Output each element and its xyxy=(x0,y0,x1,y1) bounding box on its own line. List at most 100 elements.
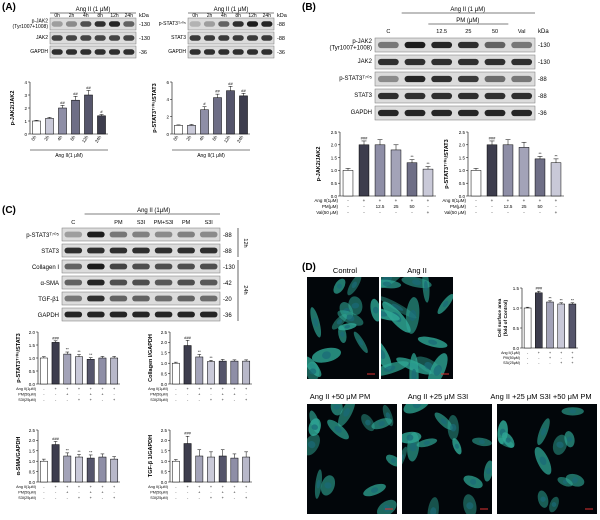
chart-C1-table-cell: - xyxy=(67,398,69,402)
blot-a1-lane: 0h xyxy=(54,13,60,19)
chart-A2-xlabel: Ang II(1 μM) xyxy=(197,153,225,159)
chart-C1-table-cell: + xyxy=(90,398,93,402)
cell-nucleus xyxy=(340,331,345,337)
chart-C2-table-cell: - xyxy=(175,387,177,391)
chart-C3-table-label: S3I(25μM) xyxy=(18,496,37,500)
blot-a2-row-label: STAT3 xyxy=(171,35,186,41)
chart-C3-table-cell: - xyxy=(43,491,45,495)
chart-B1-ytick-label: 0.0 xyxy=(331,194,338,199)
blot-a1-row-band xyxy=(51,35,63,41)
chart-D1-ylabel: Cell surface area(fold of Control) xyxy=(497,298,509,337)
mic2-cells xyxy=(307,404,397,514)
blot-b-kda-value: -36 xyxy=(538,111,547,117)
blot-c-row-label: p-STAT3ᵀ⁷⁰⁵ xyxy=(26,232,59,239)
chart-C3-bar xyxy=(51,444,60,483)
chart-D1-sig: ** xyxy=(560,297,564,302)
blot-a2-kda-value: -36 xyxy=(277,50,285,56)
chart-C2-table-cell: - xyxy=(199,398,201,402)
chart-C1-table-cell: + xyxy=(113,387,116,391)
chart-B1-sig: ** xyxy=(410,154,414,159)
chart-B2-ytick-label: 1.0 xyxy=(459,168,466,173)
blot-a1-row-band xyxy=(51,21,63,27)
blot-b-kda: kDa xyxy=(538,29,549,35)
blot-c-row-band xyxy=(64,231,83,238)
chart-C1-table-cell: + xyxy=(78,387,81,391)
blot-c-row-band xyxy=(64,311,83,318)
chart-D1-table-cell: - xyxy=(538,356,540,360)
chart-C1-table-label: PM(50μM) xyxy=(18,393,37,397)
chart-A1-xtick-label: 8h xyxy=(69,134,76,141)
chart-B1-table-label: Ang II(1μM) xyxy=(314,198,338,203)
chart-C2-table-cell: + xyxy=(233,387,236,391)
blot-b-row xyxy=(374,37,536,53)
blot-c-row-band xyxy=(109,295,128,302)
chart-C1-table-cell: + xyxy=(90,387,93,391)
chart-C4-bar xyxy=(195,455,204,483)
cell-nucleus xyxy=(381,349,386,359)
blot-a2-row-band xyxy=(246,35,259,41)
chart-A2-xtick-label: 4h xyxy=(198,134,205,141)
blot-a2-row-band xyxy=(218,21,230,27)
blot-c-lane: PM xyxy=(114,220,123,226)
blot-a2-row xyxy=(187,31,275,45)
cell-nucleus xyxy=(382,281,392,287)
chart-B2-table-cell: + xyxy=(523,198,526,203)
chart-C2-ytick-label: 1.5 xyxy=(161,351,168,356)
chart-B2-table-label: Val(50 μM) xyxy=(444,210,466,215)
chart-A1-bar xyxy=(84,94,93,135)
chart-C4-table-cell: + xyxy=(233,491,236,495)
blot-b-row-label: p-STAT3ᵀ⁷⁰⁵ xyxy=(339,75,372,82)
blot-b-row-band xyxy=(431,41,453,49)
blot-a2-lane: 4h xyxy=(221,13,227,19)
cell-nucleus xyxy=(440,418,447,425)
blot-b-row-band xyxy=(484,92,506,100)
cell-nucleus xyxy=(551,502,557,507)
cell-nucleus xyxy=(391,303,404,311)
blot-c-row-band xyxy=(64,279,83,286)
chart-C2-ytick-label: 2.5 xyxy=(161,330,168,335)
chart-B1-table-cell: + xyxy=(427,198,430,203)
chart-B2-table-cell: 50 xyxy=(537,204,543,209)
chart-C3-table-label: Ang II(1μM) xyxy=(16,485,37,489)
blot-a1-row-band xyxy=(108,35,121,41)
chart-D1-sig: ** xyxy=(548,295,552,300)
cell-nucleus xyxy=(402,454,405,461)
chart-C3-ytick-label: 1.0 xyxy=(29,459,36,464)
chart-C4-ytick-label: 2.0 xyxy=(161,438,168,443)
chart-C2-table-cell: - xyxy=(234,398,236,402)
chart-D1-table-cell: - xyxy=(527,361,529,365)
chart-D1-ytick-label: 0.0 xyxy=(513,346,520,351)
blot-c-row-band xyxy=(87,247,105,254)
chart-C2-ytick-label: 1.0 xyxy=(161,361,168,366)
blot-b-row-band xyxy=(457,58,479,66)
blot-a2-row-band xyxy=(189,21,201,27)
chart-C2-table-cell: - xyxy=(175,393,177,397)
chart-C1-table-cell: - xyxy=(114,393,116,397)
chart-C4-table-label: Ang II(1μM) xyxy=(148,485,169,489)
panel-label-b: (B) xyxy=(302,2,316,13)
chart-C3-table-cell: + xyxy=(90,485,93,489)
blot-c-lane: C xyxy=(71,220,75,226)
chart-D1-bar xyxy=(568,303,577,349)
blot-b-row-label: JAK2 xyxy=(358,59,373,65)
chart-C1-ytick-label: 0.5 xyxy=(29,369,36,374)
blot-c-row-band xyxy=(132,311,150,318)
blot-b-row-band xyxy=(431,92,453,100)
chart-C4-table-cell: + xyxy=(245,485,248,489)
chart-D1-table-label: S3I(25μM) xyxy=(503,361,520,365)
chart-B2-bar xyxy=(534,158,546,197)
chart-A2-ytick-label: 0 xyxy=(166,132,169,137)
chart-C4-ytick-label: 1.5 xyxy=(161,449,168,454)
chart-B1-ytick-label: 1.5 xyxy=(331,155,338,160)
chart-C2-bar xyxy=(242,360,251,385)
blot-b-pm-header: PM (μM) xyxy=(456,18,479,24)
chart-C3-table-cell: + xyxy=(66,485,69,489)
chart-C4-table-cell: + xyxy=(210,485,213,489)
cell-nucleus xyxy=(412,279,422,286)
blot-c-row-band xyxy=(199,279,218,286)
blot-b-row xyxy=(374,54,536,70)
blot-b-row-band xyxy=(484,109,506,117)
chart-C3-ytick-label: 2.5 xyxy=(29,428,36,433)
chart-C2-table-cell: + xyxy=(245,398,248,402)
chart-B2-table-cell: + xyxy=(555,210,558,215)
